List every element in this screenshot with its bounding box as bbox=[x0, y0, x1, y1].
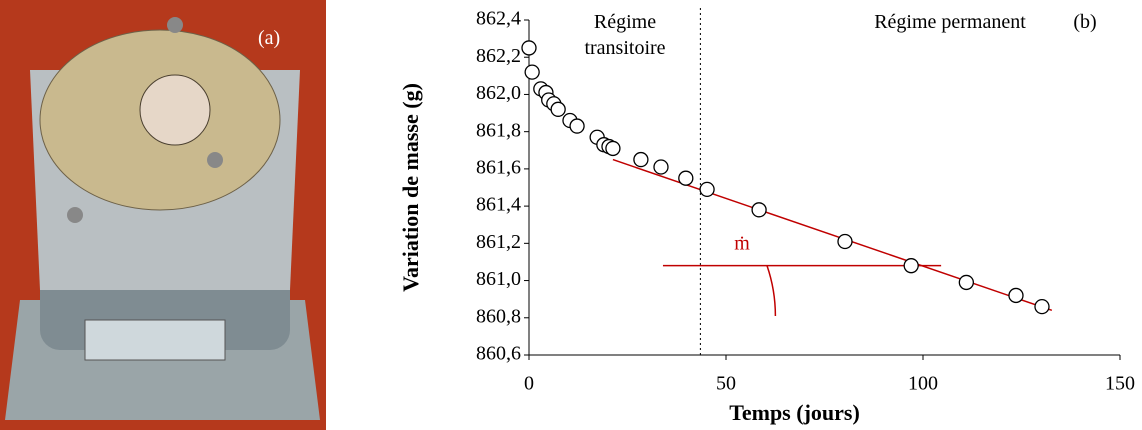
y-tick-label: 861,8 bbox=[476, 119, 521, 141]
data-point bbox=[653, 159, 669, 175]
y-tick-label: 861,6 bbox=[476, 156, 521, 178]
screw bbox=[167, 17, 183, 33]
slope-label: ṁ bbox=[734, 233, 750, 255]
annotation-steady: Régime permanent bbox=[874, 11, 1026, 33]
y-tick-label: 862,4 bbox=[476, 8, 521, 30]
data-point bbox=[524, 64, 540, 80]
x-tick-label: 150 bbox=[1105, 373, 1135, 395]
photo-label: (a) bbox=[258, 27, 280, 49]
data-point bbox=[569, 118, 585, 134]
data-point bbox=[751, 202, 767, 218]
y-tick-label: 861,2 bbox=[476, 231, 521, 253]
data-point bbox=[1034, 298, 1050, 315]
data-point bbox=[605, 140, 621, 157]
data-point bbox=[678, 170, 694, 186]
data-point bbox=[699, 181, 715, 198]
annotation-transient: Régime bbox=[594, 11, 656, 33]
plot: 860,6 860,8 861,0 861,2 861,4 861,6 861,8 862,0… bbox=[398, 8, 1135, 425]
x-tick-label: 50 bbox=[716, 373, 736, 395]
screw bbox=[67, 207, 83, 223]
y-tick-label: 861,0 bbox=[476, 268, 521, 290]
data-point bbox=[837, 233, 853, 250]
y-tick-label: 861,4 bbox=[476, 194, 521, 216]
panel-label: (b) bbox=[1073, 11, 1096, 33]
photo: (a) bbox=[0, 0, 326, 430]
data-point bbox=[958, 274, 974, 291]
y-tick-label: 862,0 bbox=[476, 82, 521, 104]
x-axis-label: Temps (jours) bbox=[729, 400, 860, 425]
x-tick-label: 0 bbox=[524, 373, 534, 395]
data-point bbox=[521, 40, 537, 56]
data-point bbox=[903, 258, 919, 274]
y-tick-label: 860,8 bbox=[476, 305, 521, 327]
y-axis-label: Variation de masse (g) bbox=[398, 83, 423, 292]
y-tick-label: 862,2 bbox=[476, 45, 521, 67]
annotation-transient: transitoire bbox=[584, 37, 665, 59]
slope-arc bbox=[766, 265, 777, 316]
sample-window bbox=[139, 74, 211, 146]
y-tick-label: 860,6 bbox=[476, 343, 521, 365]
data-point bbox=[1008, 287, 1024, 304]
data-point bbox=[550, 101, 566, 117]
screw bbox=[207, 152, 223, 168]
data-point bbox=[633, 151, 649, 168]
trend-line bbox=[612, 158, 1053, 312]
x-tick-label: 100 bbox=[908, 373, 938, 395]
scale-display bbox=[84, 319, 226, 361]
